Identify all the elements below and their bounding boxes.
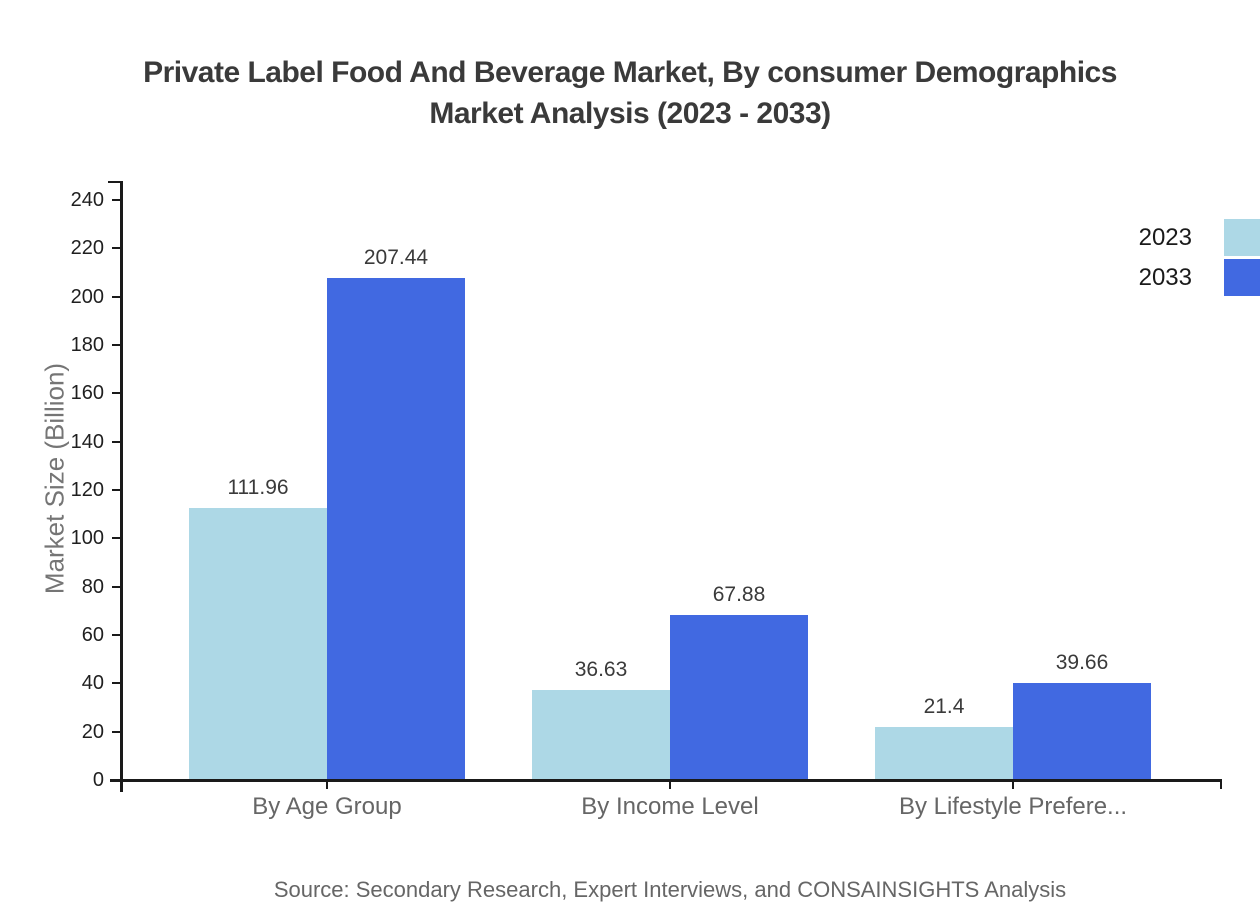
y-axis-tick bbox=[112, 247, 120, 250]
bar-value-label: 207.44 bbox=[363, 245, 429, 269]
legend-swatch-2033 bbox=[1224, 259, 1260, 296]
chart-title: Private Label Food And Beverage Market, … bbox=[0, 52, 1260, 134]
x-axis-end-tick bbox=[1220, 780, 1222, 789]
y-axis-tick-label: 60 bbox=[81, 624, 104, 646]
x-axis-category-label: By Lifestyle Prefere... bbox=[898, 793, 1128, 820]
y-axis-tick-label: 0 bbox=[92, 769, 104, 791]
y-axis-tick bbox=[112, 295, 120, 298]
x-axis-tick bbox=[669, 780, 671, 789]
chart-title-line2: Market Analysis (2023 - 2033) bbox=[429, 97, 831, 130]
x-axis-tick bbox=[326, 780, 328, 789]
y-axis-tick-label: 160 bbox=[70, 382, 104, 405]
bar-2033-2 bbox=[670, 614, 808, 779]
x-axis-category-label: By Income Level bbox=[581, 793, 759, 820]
x-axis-tick bbox=[1012, 780, 1014, 789]
y-axis-tick bbox=[112, 489, 120, 491]
y-axis-tick-label: 140 bbox=[70, 430, 104, 453]
bar-value-label: 111.96 bbox=[227, 476, 289, 500]
bar-value-label: 39.66 bbox=[1055, 651, 1109, 675]
bar-2033-1 bbox=[327, 277, 465, 779]
legend-label-2033: 2033 bbox=[1138, 264, 1192, 291]
y-axis-tick-label: 80 bbox=[81, 575, 104, 598]
y-axis-tick-label: 20 bbox=[81, 720, 104, 743]
chart-title-line1: Private Label Food And Beverage Market, … bbox=[143, 56, 1117, 89]
y-axis-tick bbox=[112, 392, 120, 395]
y-axis-tick bbox=[112, 199, 120, 201]
y-axis-tick bbox=[112, 634, 120, 636]
legend-item-2033: 2033 bbox=[0, 259, 1260, 296]
y-axis-tick bbox=[112, 440, 120, 443]
y-axis-tick-label: 100 bbox=[70, 527, 104, 550]
legend-label-2023: 2023 bbox=[1138, 224, 1192, 251]
bar-2033-3 bbox=[1013, 683, 1151, 779]
y-axis-tick-label: 180 bbox=[70, 334, 104, 356]
y-axis-tick bbox=[112, 682, 120, 685]
y-axis-tick-label: 40 bbox=[81, 672, 104, 695]
y-axis-tick bbox=[112, 344, 120, 346]
y-axis-tick bbox=[112, 585, 120, 588]
y-axis-tick bbox=[112, 537, 120, 540]
y-axis-line bbox=[120, 181, 123, 792]
legend-item-2023: 2023 bbox=[0, 219, 1260, 256]
bar-value-label: 21.4 bbox=[923, 695, 965, 719]
y-axis-tick-label: 200 bbox=[70, 285, 104, 308]
x-axis-line bbox=[110, 779, 1222, 782]
y-axis-tick-label: 240 bbox=[70, 189, 104, 211]
bar-2023-3 bbox=[875, 727, 1013, 779]
y-axis-tick bbox=[112, 730, 120, 733]
y-axis-tick bbox=[112, 779, 120, 781]
bar-value-label: 36.63 bbox=[574, 658, 628, 682]
source-note: Source: Secondary Research, Expert Inter… bbox=[273, 877, 1067, 902]
legend-swatch-2023 bbox=[1224, 219, 1260, 256]
y-axis-tick-label: 220 bbox=[70, 237, 104, 260]
y-axis-tick-label: 120 bbox=[70, 479, 104, 501]
bar-2023-1 bbox=[189, 508, 327, 779]
y-axis-end-tick bbox=[108, 181, 120, 183]
x-axis-category-label: By Age Group bbox=[252, 793, 402, 820]
bar-value-label: 67.88 bbox=[712, 582, 766, 606]
bar-2023-2 bbox=[532, 690, 670, 779]
